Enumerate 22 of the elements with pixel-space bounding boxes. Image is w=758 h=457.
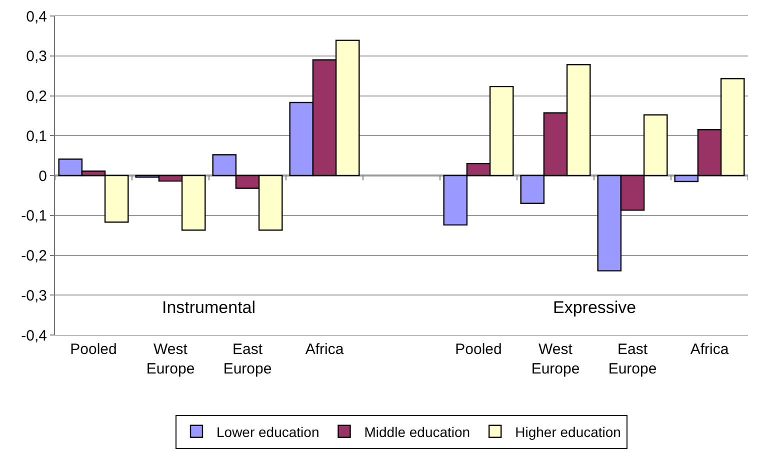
y-tick-label: -0,2	[21, 248, 47, 264]
y-tick-label: 0,1	[26, 128, 47, 145]
x-tick-label: West Europe	[146, 341, 195, 378]
y-tick-label: 0,2	[26, 88, 47, 105]
x-tick-label: Pooled	[70, 341, 117, 358]
y-tick-label: 0,4	[26, 8, 47, 26]
x-tick-label: East Europe	[223, 341, 272, 378]
legend-label: Middle education	[364, 424, 470, 440]
x-tick-label: Pooled	[455, 341, 502, 358]
y-tick-label: -0,4	[21, 327, 47, 344]
y-tick-label: 0	[38, 168, 47, 185]
x-tick-label: Africa	[305, 341, 344, 358]
y-tick-label: -0,3	[21, 287, 47, 304]
y-tick-label: 0,3	[26, 48, 47, 66]
x-tick-label: East Europe	[608, 341, 657, 378]
x-tick-label: Africa	[690, 341, 730, 358]
annotation: Instrumental	[162, 298, 256, 317]
annotation: Expressive	[553, 298, 636, 317]
legend-label: Higher education	[515, 424, 621, 440]
legend-label: Lower education	[216, 424, 320, 440]
y-tick-label: -0,1	[21, 208, 47, 225]
x-tick-label: West Europe	[531, 341, 580, 378]
